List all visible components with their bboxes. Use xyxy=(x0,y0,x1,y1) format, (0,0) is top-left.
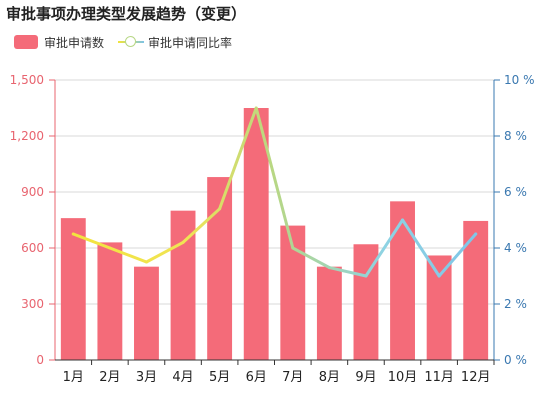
legend-item-line-series[interactable]: 审批申请同比率 xyxy=(118,34,232,51)
y-right-tick-label: 0 % xyxy=(504,353,527,367)
bar-10月 xyxy=(390,201,415,360)
grid-lines xyxy=(55,79,494,305)
line-series xyxy=(71,106,478,278)
legend-line-marker-icon xyxy=(118,35,145,49)
chart-legend: 审批申请数 审批申请同比率 xyxy=(14,33,246,51)
bar-8月 xyxy=(316,266,342,360)
line-series-path xyxy=(71,106,478,278)
y-left-tick-label: 900 xyxy=(21,185,44,199)
bar-1月 xyxy=(60,218,86,360)
chart-title: 审批事项办理类型发展趋势（变更） xyxy=(6,5,247,23)
x-tick-label: 12月 xyxy=(461,370,491,385)
x-tick-label: 10月 xyxy=(388,370,418,385)
x-tick-label: 5月 xyxy=(209,370,230,385)
y-right-tick-label: 6 % xyxy=(504,185,527,199)
y-right-tick-label: 10 % xyxy=(504,73,535,87)
y-left-tick-label: 300 xyxy=(21,297,44,311)
line-point-2月 xyxy=(108,246,112,250)
y-left-tick-label: 1,200 xyxy=(10,129,44,143)
x-tick-label: 1月 xyxy=(63,370,84,385)
line-point-6月 xyxy=(254,106,258,110)
line-point-3月 xyxy=(144,260,148,264)
line-point-8月 xyxy=(327,266,331,270)
line-point-9月 xyxy=(364,274,368,278)
y-left-tick-label: 600 xyxy=(21,241,44,255)
line-point-12月 xyxy=(474,232,478,236)
x-tick-label: 2月 xyxy=(99,370,120,385)
line-point-7月 xyxy=(291,246,295,250)
axes: 0 300 600 900 1,200 1,500 0 % 2 % 4 % 6 % 8 % 10 % 1… xyxy=(10,73,535,385)
bar-3月 xyxy=(134,266,159,360)
x-tick-label: 6月 xyxy=(246,370,267,385)
x-tick-label: 9月 xyxy=(355,370,376,385)
legend-line-label: 审批申请同比率 xyxy=(148,35,233,50)
line-point-1月 xyxy=(71,232,75,236)
x-tick-label: 3月 xyxy=(136,370,157,385)
legend-bar-label: 审批申请数 xyxy=(44,35,105,50)
bar-11月 xyxy=(426,255,452,360)
legend-item-bar-series[interactable]: 审批申请数 xyxy=(14,34,104,51)
y-left-tick-label: 1,500 xyxy=(10,73,44,87)
line-point-11月 xyxy=(437,274,441,278)
bar-series xyxy=(60,108,489,360)
x-tick-label: 7月 xyxy=(282,370,303,385)
line-point-4月 xyxy=(181,240,185,244)
y-right-tick-label: 2 % xyxy=(504,297,527,311)
line-point-10月 xyxy=(401,218,405,222)
x-tick-label: 8月 xyxy=(319,370,340,385)
y-left-tick-label: 0 xyxy=(36,353,44,367)
bar-6月 xyxy=(243,108,269,360)
line-point-5月 xyxy=(218,207,222,211)
legend-bar-swatch xyxy=(14,35,38,49)
x-tick-label: 4月 xyxy=(172,370,193,385)
bar-2月 xyxy=(97,242,123,360)
y-right-tick-label: 4 % xyxy=(504,241,527,255)
y-right-tick-label: 8 % xyxy=(504,129,527,143)
x-tick-label: 11月 xyxy=(424,370,454,385)
